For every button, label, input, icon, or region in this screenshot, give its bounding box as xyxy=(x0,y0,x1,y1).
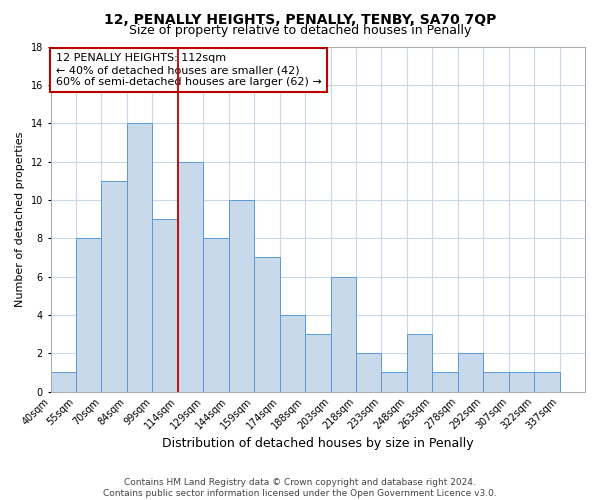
Bar xyxy=(76,238,101,392)
Bar xyxy=(483,372,509,392)
Bar xyxy=(407,334,433,392)
Bar xyxy=(331,276,356,392)
Bar xyxy=(305,334,331,392)
X-axis label: Distribution of detached houses by size in Penally: Distribution of detached houses by size … xyxy=(162,437,473,450)
Bar xyxy=(127,123,152,392)
Bar xyxy=(229,200,254,392)
Text: Size of property relative to detached houses in Penally: Size of property relative to detached ho… xyxy=(129,24,471,37)
Bar xyxy=(382,372,407,392)
Bar xyxy=(203,238,229,392)
Bar xyxy=(280,315,305,392)
Bar xyxy=(534,372,560,392)
Text: 12, PENALLY HEIGHTS, PENALLY, TENBY, SA70 7QP: 12, PENALLY HEIGHTS, PENALLY, TENBY, SA7… xyxy=(104,12,496,26)
Bar xyxy=(178,162,203,392)
Bar xyxy=(50,372,76,392)
Bar xyxy=(152,219,178,392)
Bar xyxy=(433,372,458,392)
Text: 12 PENALLY HEIGHTS: 112sqm
← 40% of detached houses are smaller (42)
60% of semi: 12 PENALLY HEIGHTS: 112sqm ← 40% of deta… xyxy=(56,54,322,86)
Bar xyxy=(356,354,382,392)
Bar xyxy=(101,180,127,392)
Bar xyxy=(509,372,534,392)
Y-axis label: Number of detached properties: Number of detached properties xyxy=(15,132,25,307)
Bar xyxy=(254,258,280,392)
Text: Contains HM Land Registry data © Crown copyright and database right 2024.
Contai: Contains HM Land Registry data © Crown c… xyxy=(103,478,497,498)
Bar xyxy=(458,354,483,392)
